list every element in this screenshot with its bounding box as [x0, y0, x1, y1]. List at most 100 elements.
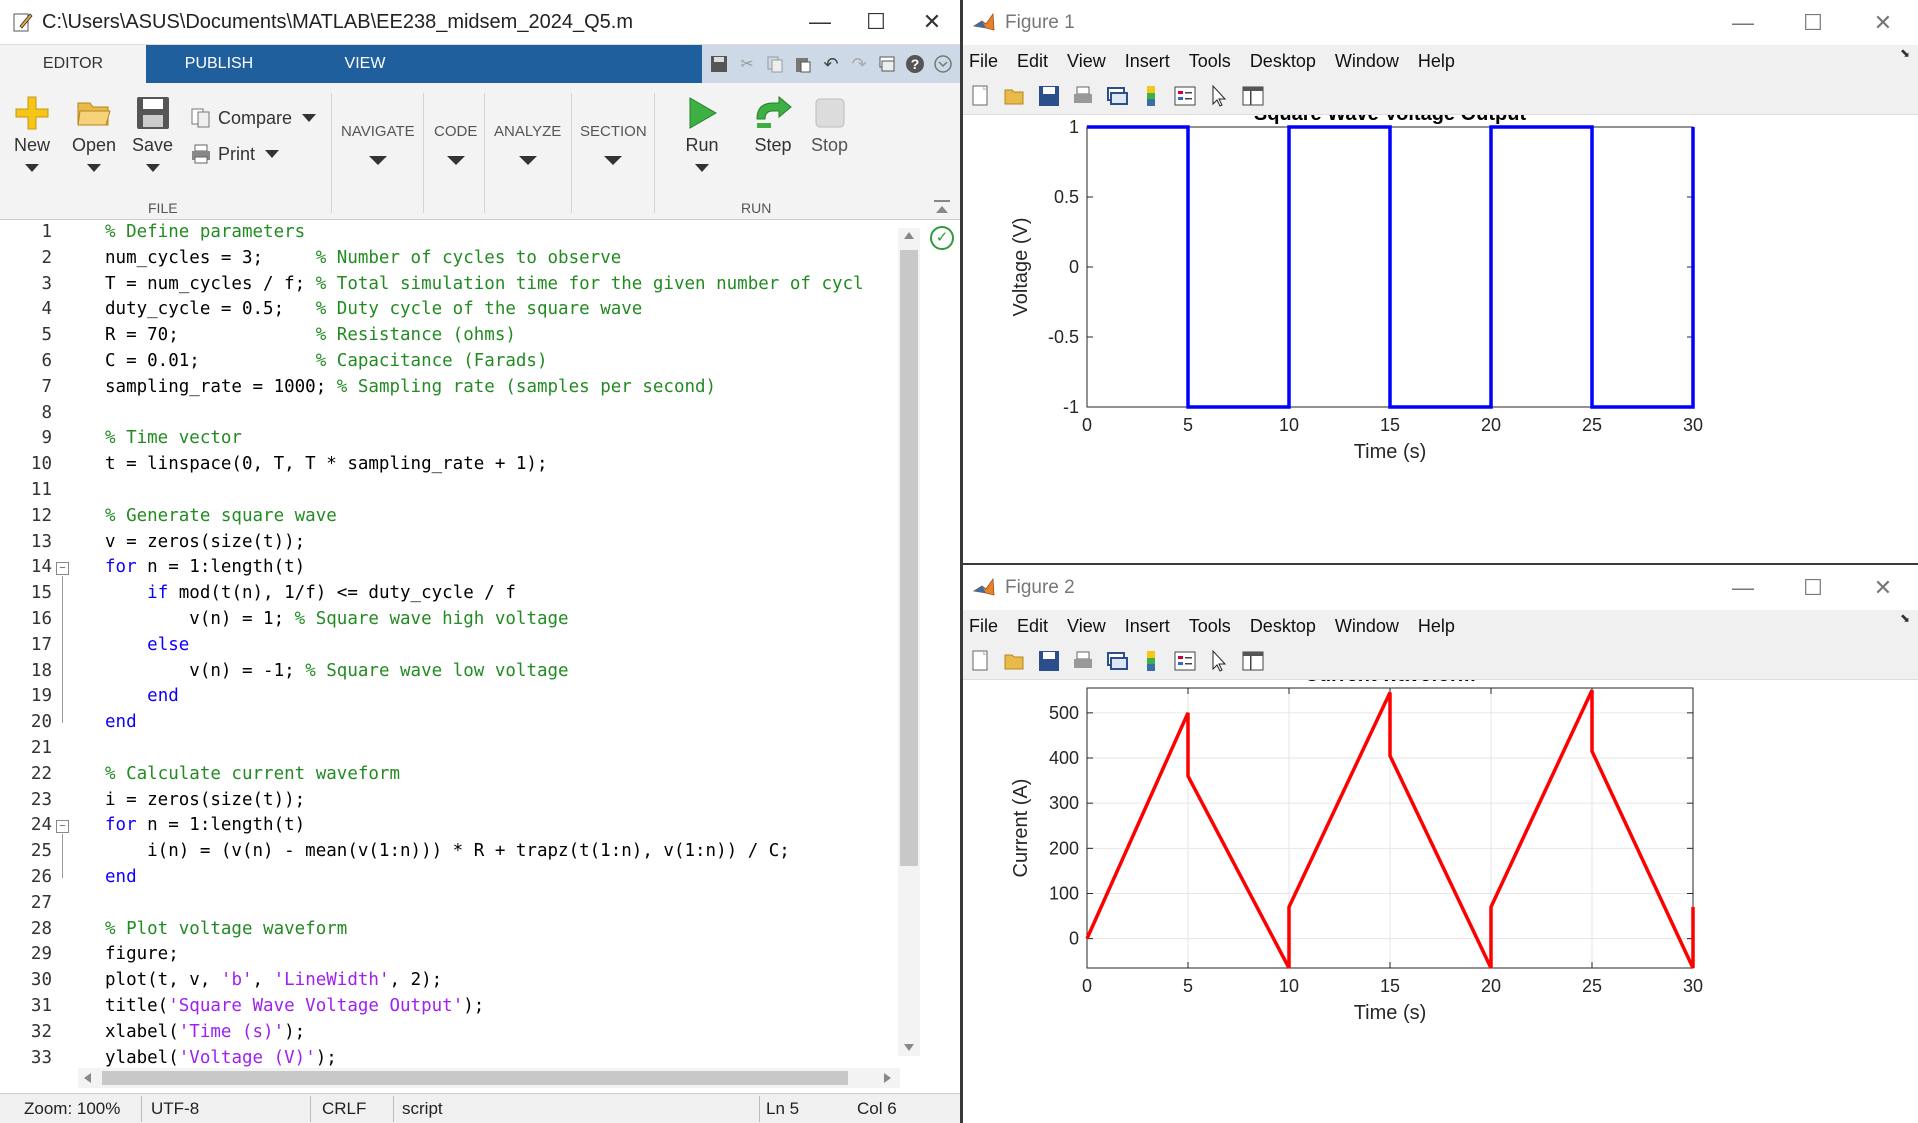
- help-icon[interactable]: ?: [904, 53, 926, 75]
- line-number[interactable]: 11: [30, 480, 52, 500]
- line-number[interactable]: 14: [30, 557, 52, 578]
- horizontal-scrollbar[interactable]: [78, 1068, 900, 1088]
- code-line[interactable]: duty_cycle = 0.5; % Duty cycle of the sq…: [105, 299, 642, 319]
- line-number[interactable]: 30: [30, 970, 52, 991]
- code-line[interactable]: R = 70; % Resistance (ohms): [105, 325, 516, 345]
- code-line[interactable]: % Generate square wave: [105, 506, 337, 526]
- undo-icon[interactable]: ↶: [823, 53, 839, 74]
- line-number[interactable]: 31: [30, 996, 52, 1016]
- property-inspector-icon[interactable]: [1241, 649, 1265, 673]
- navigate-button[interactable]: NAVIGATE: [341, 123, 415, 165]
- menu-window[interactable]: Window: [1334, 50, 1399, 71]
- compare-button[interactable]: Compare: [190, 107, 317, 129]
- minimize-icon[interactable]: —: [809, 9, 831, 34]
- menu-view[interactable]: View: [1067, 615, 1106, 636]
- line-number[interactable]: 19: [30, 686, 52, 707]
- code-line[interactable]: % Plot voltage waveform: [105, 919, 347, 939]
- menu-tools[interactable]: Tools: [1188, 615, 1231, 636]
- menu-desktop[interactable]: Desktop: [1249, 50, 1316, 71]
- line-number[interactable]: 25: [30, 841, 52, 862]
- legend-icon[interactable]: [1173, 84, 1197, 108]
- close-icon[interactable]: ✕: [1873, 574, 1893, 600]
- menu-file[interactable]: File: [969, 615, 999, 636]
- collapse-ribbon-icon[interactable]: [933, 199, 951, 220]
- line-number[interactable]: 28: [30, 918, 52, 939]
- code-line[interactable]: title('Square Wave Voltage Output');: [105, 996, 484, 1016]
- code-line[interactable]: % Define parameters: [105, 222, 305, 242]
- code-line[interactable]: figure;: [105, 944, 179, 964]
- code-line[interactable]: if mod(t(n), 1/f) <= duty_cycle / f: [105, 583, 516, 603]
- line-number[interactable]: 16: [30, 609, 52, 629]
- code-analyzer-ok-icon[interactable]: ✓: [930, 226, 954, 250]
- line-number[interactable]: 2: [41, 247, 52, 268]
- scroll-left-icon[interactable]: [84, 1073, 91, 1083]
- line-number[interactable]: 5: [41, 325, 52, 346]
- close-icon[interactable]: ✕: [1873, 9, 1893, 35]
- menu-desktop[interactable]: Desktop: [1249, 615, 1316, 636]
- line-number[interactable]: 26: [30, 867, 52, 887]
- line-number[interactable]: 20: [30, 712, 52, 733]
- code-line[interactable]: C = 0.01; % Capacitance (Farads): [105, 351, 548, 371]
- line-number[interactable]: 9: [41, 428, 52, 449]
- menu-help[interactable]: Help: [1417, 50, 1455, 71]
- pointer-icon[interactable]: [1207, 649, 1231, 673]
- section-button[interactable]: SECTION: [580, 123, 647, 165]
- colorbar-icon[interactable]: [1139, 84, 1163, 108]
- line-number[interactable]: 17: [30, 634, 52, 655]
- menu-edit[interactable]: Edit: [1017, 50, 1049, 71]
- minimize-icon[interactable]: —: [1732, 9, 1754, 35]
- line-number[interactable]: 24: [30, 815, 52, 836]
- line-number[interactable]: 12: [30, 505, 52, 526]
- code-line[interactable]: else: [105, 635, 189, 655]
- paste-icon[interactable]: [792, 53, 814, 75]
- code-line[interactable]: plot(t, v, 'b', 'LineWidth', 2);: [105, 970, 442, 990]
- menu-insert[interactable]: Insert: [1124, 50, 1170, 71]
- line-number[interactable]: 4: [41, 299, 52, 320]
- fold-toggle-icon[interactable]: −: [56, 820, 69, 834]
- stop-button[interactable]: Stop: [811, 95, 848, 156]
- redo-icon[interactable]: ↷: [851, 53, 867, 74]
- tab-editor[interactable]: EDITOR: [0, 45, 146, 83]
- open-file-icon[interactable]: [1003, 649, 1027, 673]
- menu-insert[interactable]: Insert: [1124, 615, 1170, 636]
- line-number[interactable]: 15: [30, 583, 52, 604]
- code-line[interactable]: end: [105, 712, 137, 732]
- code-line[interactable]: % Time vector: [105, 428, 242, 448]
- legend-icon[interactable]: [1173, 649, 1197, 673]
- code-line[interactable]: xlabel('Time (s)');: [105, 1022, 305, 1042]
- horizontal-scroll-thumb[interactable]: [102, 1071, 848, 1085]
- code-line[interactable]: i = zeros(size(t));: [105, 790, 305, 810]
- menu-edit[interactable]: Edit: [1017, 615, 1049, 636]
- line-number[interactable]: 10: [30, 454, 52, 475]
- code-button[interactable]: CODE: [434, 123, 477, 165]
- minimize-icon[interactable]: —: [1732, 574, 1754, 600]
- line-number[interactable]: 8: [41, 402, 52, 423]
- maximize-icon[interactable]: ☐: [1803, 9, 1823, 35]
- new-figure-icon[interactable]: [969, 649, 993, 673]
- line-number[interactable]: 27: [30, 892, 52, 913]
- scroll-right-icon[interactable]: [884, 1073, 891, 1083]
- line-number[interactable]: 18: [30, 660, 52, 681]
- link-plot-icon[interactable]: [1105, 649, 1129, 673]
- new-figure-icon[interactable]: [969, 84, 993, 108]
- line-number[interactable]: 3: [41, 273, 52, 294]
- code-line[interactable]: sampling_rate = 1000; % Sampling rate (s…: [105, 377, 716, 397]
- code-line[interactable]: v(n) = 1; % Square wave high voltage: [105, 609, 568, 629]
- menu-tools[interactable]: Tools: [1188, 50, 1231, 71]
- code-line[interactable]: v(n) = -1; % Square wave low voltage: [105, 661, 568, 681]
- code-line[interactable]: v = zeros(size(t));: [105, 532, 305, 552]
- save-button[interactable]: Save: [132, 95, 173, 172]
- code-line[interactable]: for n = 1:length(t): [105, 815, 305, 835]
- menu-view[interactable]: View: [1067, 50, 1106, 71]
- line-number[interactable]: 33: [30, 1047, 52, 1068]
- line-number[interactable]: 32: [30, 1021, 52, 1042]
- line-number[interactable]: 23: [30, 789, 52, 810]
- analyze-button[interactable]: ANALYZE: [494, 123, 561, 165]
- line-number[interactable]: 29: [30, 944, 52, 965]
- property-inspector-icon[interactable]: [1241, 84, 1265, 108]
- maximize-icon[interactable]: ☐: [866, 9, 886, 34]
- copy-icon[interactable]: [764, 53, 786, 75]
- vertical-scrollbar[interactable]: [898, 228, 920, 1056]
- fold-toggle-icon[interactable]: −: [56, 562, 69, 576]
- code-line[interactable]: end: [105, 867, 137, 887]
